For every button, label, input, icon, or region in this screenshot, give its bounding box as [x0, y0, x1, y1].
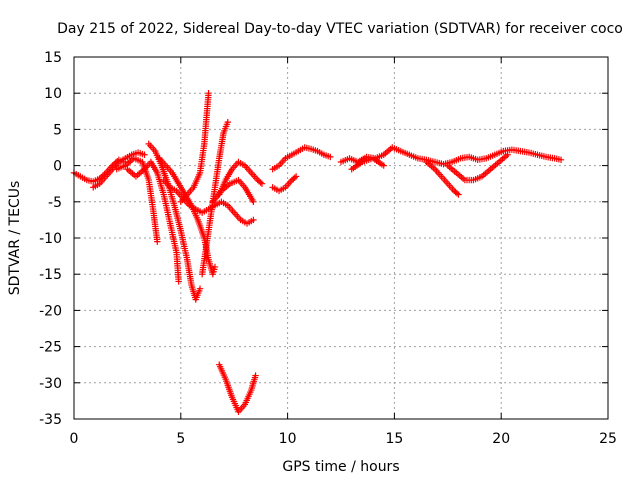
- x-tick-label: 0: [70, 431, 79, 447]
- chart-title: Day 215 of 2022, Sidereal Day-to-day VTE…: [57, 21, 623, 37]
- y-tick-label: 15: [44, 50, 62, 66]
- data-point: [557, 156, 565, 164]
- data-point: [175, 278, 182, 285]
- data-point: [257, 179, 264, 186]
- data-point: [504, 151, 511, 158]
- y-tick-label: -30: [39, 376, 62, 392]
- data-point: [327, 153, 334, 161]
- y-tick-label: -20: [39, 303, 62, 319]
- data-point: [291, 174, 298, 181]
- x-tick-label: 20: [492, 431, 510, 447]
- data-point: [224, 118, 231, 126]
- data-point: [258, 180, 266, 187]
- y-tick-label: -25: [39, 340, 62, 356]
- data-point: [154, 238, 161, 245]
- data-point: [141, 151, 148, 158]
- x-tick-label: 25: [599, 431, 617, 447]
- x-tick-label: 15: [385, 431, 403, 447]
- plot-frame: [73, 56, 609, 420]
- data-point: [250, 216, 257, 224]
- data-point: [455, 191, 462, 198]
- y-tick-label: -5: [48, 195, 62, 211]
- data-point: [196, 285, 204, 292]
- y-tick-label: -15: [39, 267, 62, 283]
- y-axis-label: SDTVAR / TECUs: [7, 181, 23, 296]
- y-tick-label: 10: [44, 86, 62, 102]
- axis-ticks: 0 5 10 15 20 25 15 10 5 0 -5 -10 -15 -20 -25 -30 -35: [39, 50, 617, 447]
- data-point: [250, 198, 257, 205]
- x-tick-label: 5: [176, 431, 185, 447]
- data-point: [205, 90, 212, 97]
- data-point: [453, 190, 461, 197]
- y-tick-label: -35: [39, 412, 62, 428]
- y-tick-label: 5: [53, 122, 62, 138]
- grid-lines: [74, 57, 608, 419]
- data-point: [380, 162, 387, 169]
- data-point: [211, 263, 219, 271]
- data-points: [70, 90, 565, 415]
- x-axis-label: GPS time / hours: [282, 459, 399, 475]
- data-point: [292, 173, 300, 180]
- y-tick-label: -10: [39, 231, 62, 247]
- data-point: [252, 372, 259, 379]
- x-tick-label: 10: [279, 431, 297, 447]
- y-tick-label: 0: [53, 159, 62, 175]
